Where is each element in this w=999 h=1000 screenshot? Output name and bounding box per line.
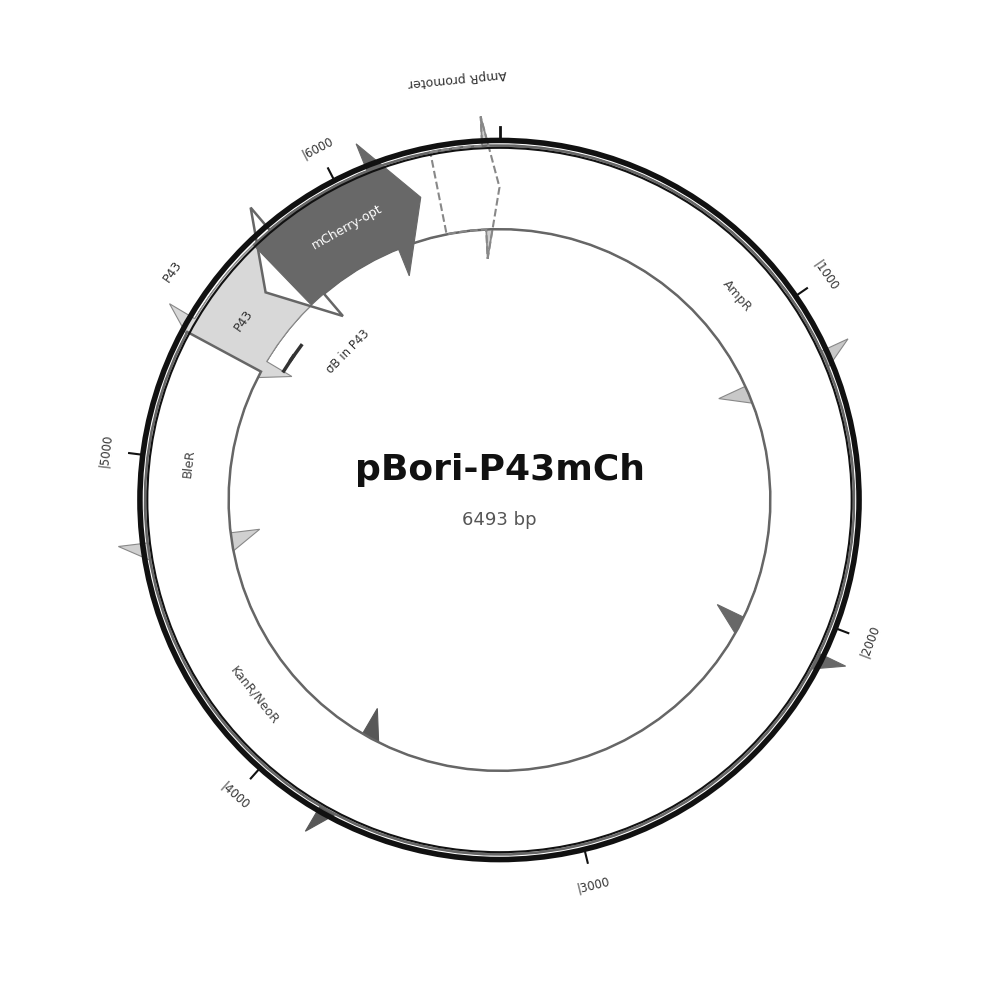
Polygon shape [150,145,854,855]
Polygon shape [431,117,500,259]
Text: |3000: |3000 [575,875,611,896]
Polygon shape [145,145,854,831]
Text: 6493 bp: 6493 bp [463,511,536,529]
Text: |6000: |6000 [300,134,336,161]
Polygon shape [118,145,854,855]
Text: mCherry-opt: mCherry-opt [309,202,384,252]
Text: P43: P43 [161,258,185,285]
Text: |1000: |1000 [811,258,841,293]
Text: KanR/NeoR: KanR/NeoR [228,663,282,726]
Text: AmpR promoter: AmpR promoter [408,67,507,90]
Text: P43: P43 [231,308,255,334]
Polygon shape [145,146,854,854]
Polygon shape [717,414,854,673]
Text: pBori-P43mCh: pBori-P43mCh [355,453,644,487]
Polygon shape [616,180,848,410]
Polygon shape [254,144,421,305]
Text: AmpR: AmpR [719,278,754,315]
Text: σB in P43: σB in P43 [324,327,373,376]
Text: |4000: |4000 [219,780,252,812]
Text: |5000: |5000 [98,433,115,468]
Text: BleR: BleR [181,449,197,479]
Text: |2000: |2000 [858,623,882,659]
Text: repB: repB [528,801,559,818]
Text: ori: ori [800,544,815,562]
